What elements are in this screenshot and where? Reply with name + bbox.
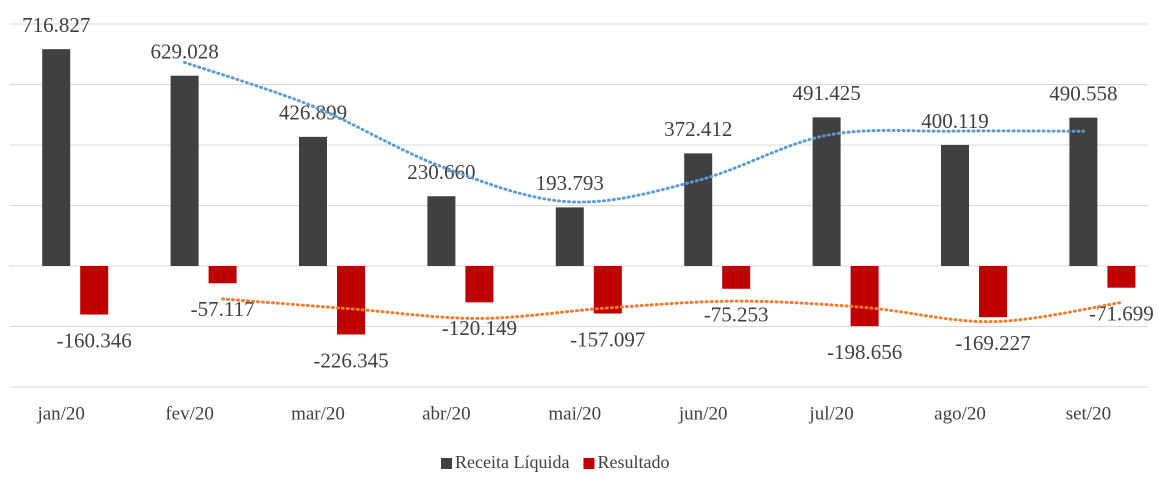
- bar: [465, 266, 494, 303]
- bar: [337, 266, 365, 335]
- data-label: -75.253: [704, 303, 769, 327]
- trendline: [183, 60, 1085, 204]
- bar: [170, 75, 199, 267]
- data-label: -157.097: [570, 327, 645, 351]
- data-label: 193.793: [536, 171, 604, 195]
- data-label: 716.827: [22, 13, 90, 37]
- data-label: 230.660: [407, 160, 475, 184]
- bar: [593, 266, 622, 314]
- data-label: 426.899: [279, 101, 347, 125]
- bar: [684, 153, 713, 266]
- legend-swatch: [441, 458, 452, 469]
- data-label: 491.425: [792, 81, 860, 105]
- x-tick-label: set/20: [1066, 403, 1111, 424]
- x-tick-label: ago/20: [934, 403, 986, 424]
- x-tick-label: fev/20: [165, 403, 214, 424]
- legend-label: Receita Líquida: [455, 452, 569, 472]
- x-tick-label: mai/20: [548, 403, 601, 424]
- legend-swatch: [583, 458, 595, 469]
- x-axis: jan/20 fev/20 mar/20 abr/20 mai/20 jun/20 jul/…: [36, 403, 1111, 424]
- bar: [427, 196, 456, 266]
- trendline: [221, 297, 1123, 324]
- data-label: -57.117: [191, 297, 255, 321]
- bar: [299, 136, 327, 266]
- bar: [80, 266, 109, 315]
- data-label: -226.345: [313, 348, 388, 372]
- bar: [208, 266, 237, 284]
- x-tick-label: mar/20: [291, 403, 345, 424]
- bar: [42, 49, 71, 266]
- bar: [722, 266, 751, 289]
- data-label: 400.119: [921, 109, 988, 133]
- data-label: -169.227: [955, 331, 1030, 355]
- x-tick-label: jun/20: [678, 403, 728, 424]
- bar: [812, 117, 841, 267]
- bar: [1107, 266, 1136, 288]
- data-label: -120.149: [442, 316, 517, 340]
- data-label: 372.412: [664, 117, 732, 141]
- x-tick-label: jul/20: [808, 403, 853, 424]
- data-label: 629.028: [150, 40, 218, 64]
- data-label: -198.656: [827, 340, 902, 364]
- data-label: 490.558: [1049, 81, 1117, 105]
- x-tick-label: jan/20: [36, 403, 85, 424]
- bar: [850, 266, 879, 327]
- data-label: -160.346: [57, 328, 132, 352]
- bar: [555, 207, 584, 266]
- bar: [941, 144, 969, 266]
- x-tick-label: abr/20: [422, 403, 471, 424]
- bar: [1069, 117, 1098, 266]
- legend-label: Resultado: [597, 452, 669, 472]
- bar: [979, 266, 1007, 318]
